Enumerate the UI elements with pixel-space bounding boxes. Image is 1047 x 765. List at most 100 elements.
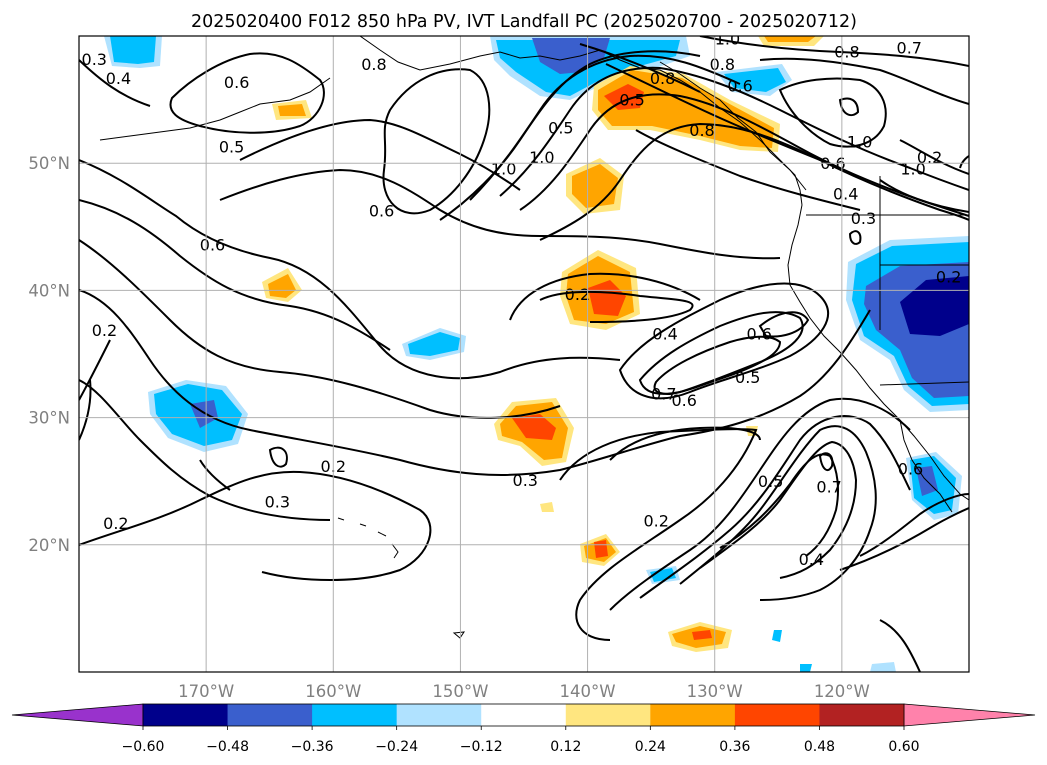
colorbar-segment xyxy=(819,704,905,726)
contour-label: 1.0 xyxy=(715,30,740,49)
contour-label: 0.4 xyxy=(106,69,131,88)
pv-contour xyxy=(79,59,151,107)
pv-contour xyxy=(848,230,862,245)
contour-label: 0.2 xyxy=(565,285,590,304)
shade-negative-region xyxy=(110,36,156,64)
longitude-tick-label: 150°W xyxy=(432,682,488,701)
pv-contour xyxy=(539,290,694,323)
contour-label: 0.4 xyxy=(799,550,824,569)
pv-contour xyxy=(859,493,969,557)
contour-label: 0.7 xyxy=(897,38,922,57)
colorbar-tick-label: 0.48 xyxy=(804,739,835,755)
colorbar-tick-label: −0.48 xyxy=(206,739,249,755)
contour-label: 0.8 xyxy=(650,69,675,88)
contour-labels: 0.30.4 0.60.50.60.20.20.30.20.30.60.81.01… xyxy=(82,30,962,569)
contour-label: 0.6 xyxy=(200,236,225,255)
contour-label: 0.2 xyxy=(644,512,669,531)
contour-label: 0.2 xyxy=(936,267,961,286)
pv-contour xyxy=(199,459,231,491)
colorbar-tick-label: −0.36 xyxy=(291,739,334,755)
pc-shading-layer xyxy=(104,36,969,672)
colorbar: −0.60 −0.48 −0.36 −0.24 −0.12 0.12 0.24 0.36 0.4… xyxy=(11,703,1036,755)
contour-label: 0.7 xyxy=(651,384,676,403)
shade-positive-region xyxy=(604,84,644,110)
contour-label: 0.3 xyxy=(851,209,876,228)
contour-label: 0.3 xyxy=(265,493,290,512)
colorbar-tick-label: 0.12 xyxy=(550,739,581,755)
contour-label: 0.8 xyxy=(710,55,735,74)
colorbar-tick-label: −0.24 xyxy=(375,739,418,755)
coastline-bc xyxy=(659,61,807,191)
contour-label: 0.2 xyxy=(917,148,942,167)
pv-contour xyxy=(79,379,92,441)
pv-contour xyxy=(605,63,841,169)
contour-label: 0.6 xyxy=(224,73,249,92)
coastline-baja xyxy=(899,419,953,513)
contour-label: 0.2 xyxy=(103,514,128,533)
pv-contour xyxy=(79,159,621,380)
longitude-tick-label: 130°W xyxy=(687,682,743,701)
contour-label: 0.4 xyxy=(652,325,677,344)
shade-positive-region xyxy=(594,540,608,558)
pv-contour xyxy=(579,43,701,93)
contour-label: 1.0 xyxy=(491,159,516,178)
colorbar-segment xyxy=(565,704,651,726)
shade-negative-region xyxy=(800,664,812,672)
contour-label: 0.5 xyxy=(735,368,760,387)
pv-contour xyxy=(268,446,288,468)
shade-positive-region xyxy=(540,502,554,512)
colorbar-tick-label: 0.24 xyxy=(635,739,666,755)
colorbar-segment xyxy=(650,704,736,726)
pv-contour xyxy=(699,36,969,67)
shade-positive-region xyxy=(692,630,712,640)
shade-negative-region xyxy=(650,568,676,582)
pv-contour xyxy=(635,129,861,211)
contour-label: 0.6 xyxy=(898,459,923,478)
pv-contour xyxy=(79,239,561,419)
shade-negative-region xyxy=(772,630,782,642)
pv-contour xyxy=(79,199,391,351)
pv-contour xyxy=(609,397,911,611)
pv-contour xyxy=(469,54,741,201)
pv-contour xyxy=(169,52,325,134)
pv-contour xyxy=(838,97,860,117)
pv-contour xyxy=(759,57,969,105)
map-plot-area[interactable]: 0.30.4 0.60.50.60.20.20.30.20.30.60.81.01… xyxy=(78,30,970,673)
pv-contour xyxy=(639,415,911,599)
contour-label: 0.8 xyxy=(689,121,714,140)
coastline-aleutians xyxy=(99,77,331,141)
contour-label: 0.3 xyxy=(513,471,538,490)
contour-label: 1.0 xyxy=(529,148,554,167)
longitude-tick-labels: 170°W 160°W 150°W 140°W 130°W 120°W xyxy=(178,682,870,701)
latitude-tick-label: 50°N xyxy=(28,154,70,173)
colorbar-segment xyxy=(396,704,482,726)
colorbar-tick-label: 0.60 xyxy=(888,739,919,755)
pv-contour xyxy=(618,282,830,400)
latitude-tick-label: 20°N xyxy=(28,536,70,555)
pv-contour xyxy=(79,339,111,401)
contour-label: 0.6 xyxy=(727,77,752,96)
contour-label: 0.6 xyxy=(369,201,394,220)
shade-negative-region xyxy=(190,400,218,428)
contour-label: 0.8 xyxy=(834,42,859,61)
pv-contour xyxy=(79,289,871,476)
contour-label: 0.4 xyxy=(833,185,858,204)
pv-contour xyxy=(778,77,887,148)
shade-positive-region xyxy=(268,274,296,298)
border-us-mexico xyxy=(879,381,969,386)
shade-negative-region xyxy=(900,276,969,336)
contour-label: 0.3 xyxy=(82,50,107,69)
pv-contour xyxy=(509,272,701,321)
pv-contour xyxy=(879,619,921,672)
colorbar-segment xyxy=(312,704,398,726)
pv-contour xyxy=(499,66,969,197)
latitude-tick-label: 30°N xyxy=(28,409,70,428)
hawaii xyxy=(337,517,399,559)
contour-label: 0.5 xyxy=(548,119,573,138)
shade-negative-region xyxy=(408,332,460,356)
colorbar-segment xyxy=(734,704,820,726)
colorbar-extend-low xyxy=(11,703,144,727)
map-background xyxy=(79,36,969,672)
pv-contour xyxy=(818,452,834,472)
